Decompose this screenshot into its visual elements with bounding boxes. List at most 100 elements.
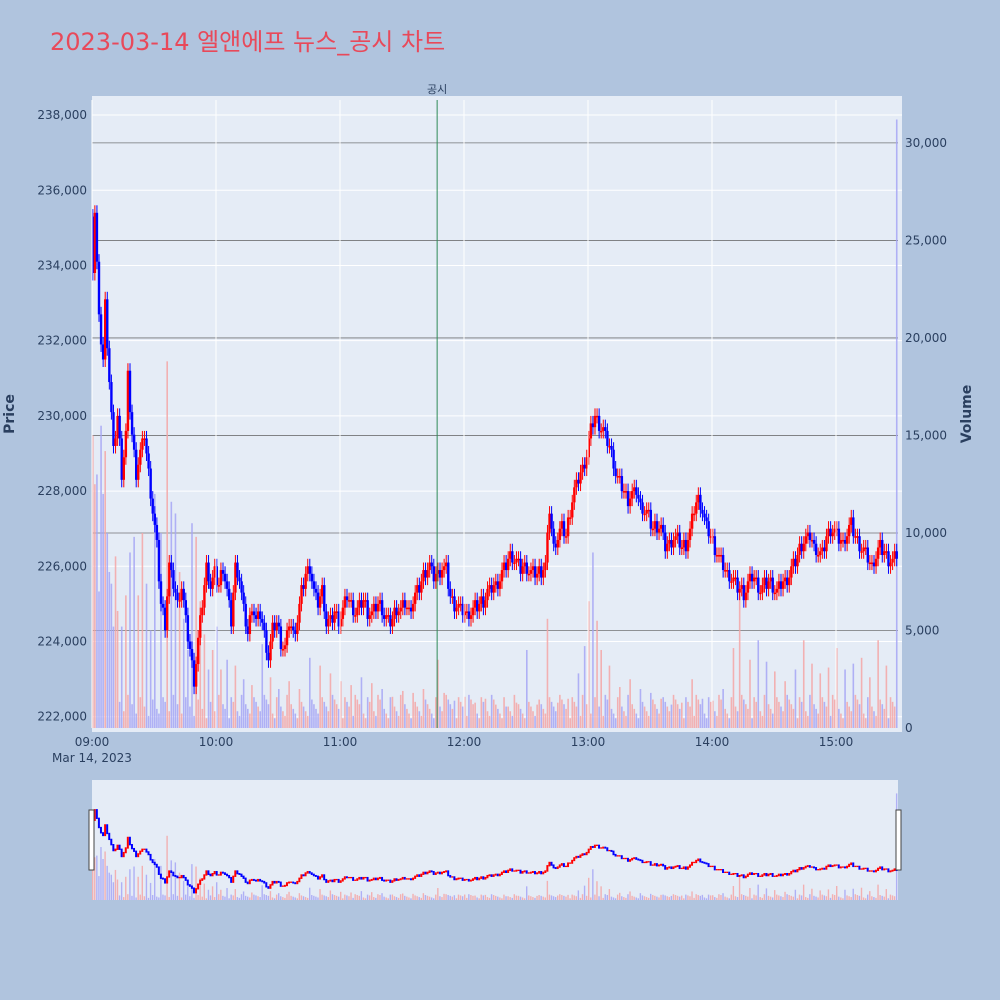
slider-volume-bar: [120, 882, 123, 900]
candle-body: [773, 592, 776, 595]
volume-bar: [606, 699, 609, 728]
slider-volume-bar: [406, 896, 408, 900]
volume-bar: [160, 532, 162, 728]
slider-candle: [670, 866, 673, 870]
slider-candle: [507, 869, 510, 873]
slider-candle: [829, 864, 832, 868]
slider-candle: [519, 869, 522, 874]
slider-candle: [529, 871, 532, 874]
volume-bar: [833, 699, 836, 728]
slider-candle: [515, 869, 518, 872]
candle-body: [178, 600, 181, 602]
slider-volume-bar: [736, 897, 739, 900]
volume-bar: [391, 696, 394, 728]
range-slider-right-handle[interactable]: [895, 809, 902, 871]
volume-bar: [573, 701, 576, 728]
candle-body: [455, 607, 458, 612]
volume-bar: [404, 704, 406, 728]
volume-bar: [193, 715, 195, 728]
slider-candle: [626, 857, 629, 862]
slider-candle: [775, 874, 778, 877]
slider-candle: [724, 871, 727, 873]
slider-candle: [385, 879, 388, 882]
slider-volume-bar: [534, 897, 536, 900]
volume-bar: [346, 701, 348, 728]
volume-bar: [567, 698, 569, 728]
slider-candle: [837, 864, 840, 869]
range-slider-left-handle[interactable]: [88, 809, 95, 871]
range-slider-background[interactable]: [92, 780, 898, 900]
volume-bar: [534, 715, 536, 728]
candle-body: [705, 517, 708, 522]
candle-body: [765, 577, 768, 589]
volume-bar: [240, 694, 243, 728]
candle-body: [259, 611, 262, 619]
candle-body: [426, 570, 429, 578]
slider-candle: [688, 864, 691, 868]
slider-candle: [319, 876, 322, 880]
volume-bar: [652, 699, 654, 728]
volume-bar: [327, 711, 330, 728]
slider-volume-bar: [189, 896, 191, 900]
candle-body: [529, 570, 533, 574]
slider-candle: [682, 866, 685, 870]
candle-body: [292, 626, 295, 631]
slider-candle: [858, 865, 861, 870]
volume-bar: [329, 673, 332, 728]
volume-bar: [807, 715, 809, 728]
volume-bar: [154, 493, 156, 728]
candle-body: [595, 415, 599, 418]
candle-body: [724, 570, 727, 572]
slider-candle: [244, 877, 247, 883]
slider-candle: [835, 864, 838, 866]
slider-candle: [405, 878, 408, 880]
candle-body: [544, 562, 547, 571]
volume-bar: [317, 713, 319, 728]
slider-candle: [197, 883, 200, 890]
slider-volume-bar: [561, 895, 563, 900]
candle-body: [116, 415, 119, 439]
slider-candle: [581, 853, 584, 856]
slider-candle: [631, 857, 634, 861]
slider-candle: [562, 863, 565, 868]
volume-bar: [375, 715, 377, 728]
slider-candle: [207, 870, 210, 875]
slider-candle: [645, 861, 648, 864]
slider-candle: [440, 871, 443, 875]
slider-candle: [693, 861, 696, 864]
volume-bar: [505, 706, 507, 728]
volume-bar: [645, 711, 648, 728]
candle-body: [626, 491, 630, 507]
slider-volume-bar: [492, 895, 495, 900]
slider-volume-bar: [815, 896, 817, 900]
slider-volume-bar: [817, 897, 819, 900]
candle-body: [659, 524, 663, 529]
slider-volume-bar: [457, 894, 460, 900]
candle-body: [748, 573, 752, 582]
candle-body: [614, 468, 617, 477]
slider-candle: [137, 853, 140, 858]
slider-volume-bar: [451, 896, 453, 900]
volume-bar: [406, 708, 408, 728]
candle-body: [114, 438, 117, 446]
slider-candle: [639, 859, 642, 862]
candle-body: [347, 600, 351, 602]
volume-bar: [681, 702, 683, 728]
slider-volume-bar: [418, 897, 420, 900]
slider-candle: [153, 861, 156, 866]
slider-candle: [500, 871, 503, 875]
slider-volume-bar: [730, 894, 732, 900]
slider-candle: [108, 832, 111, 841]
slider-candle: [141, 848, 144, 852]
volume-bar: [216, 626, 218, 728]
slider-volume-bar: [720, 895, 722, 900]
slider-volume-bar: [476, 897, 478, 900]
candle-body: [159, 581, 163, 604]
slider-volume-bar: [734, 896, 737, 900]
slider-candle: [176, 875, 179, 879]
slider-candle: [887, 868, 890, 873]
slider-volume-bar: [178, 872, 181, 900]
slider-volume-bar: [608, 889, 611, 900]
slider-volume-bar: [439, 896, 441, 900]
volume-bar: [658, 713, 660, 728]
